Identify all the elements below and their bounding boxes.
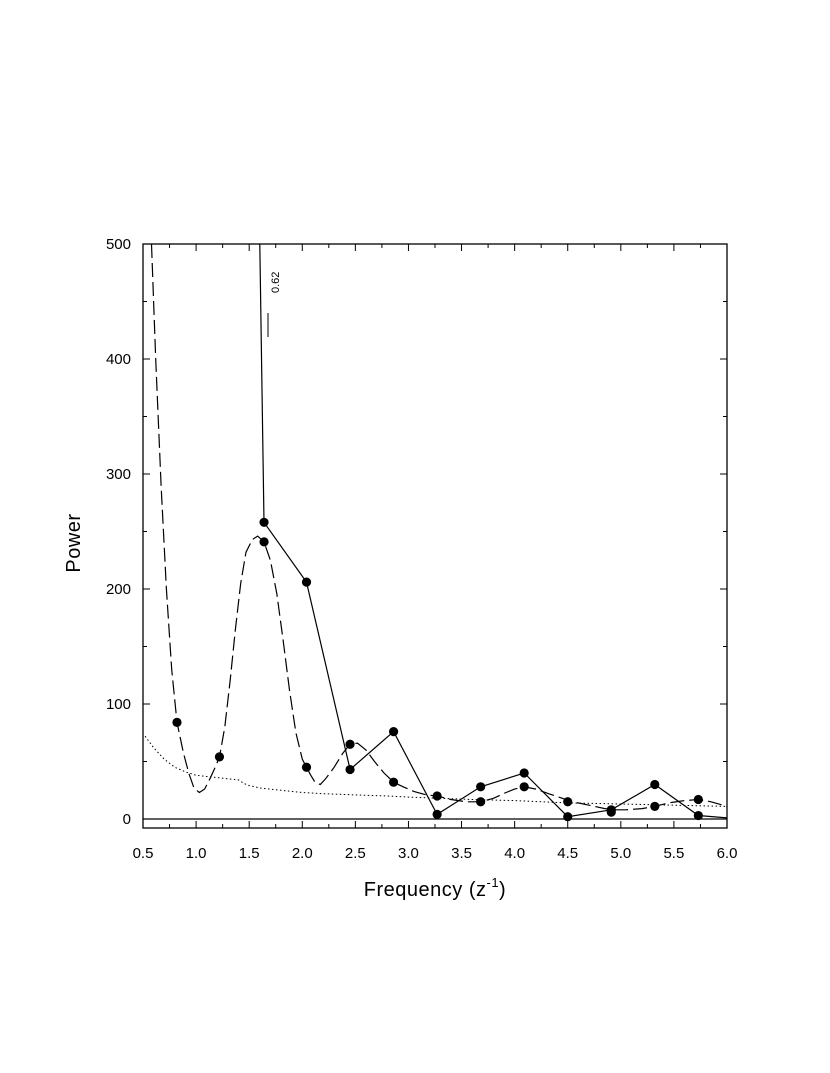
x-axis-title-main: Frequency (z [364,879,487,901]
x-tick-label: 1.0 [186,845,207,862]
x-tick-label: 4.5 [557,845,578,862]
series-solid-point [476,782,486,792]
x-axis-title-superscript: -1 [486,875,499,890]
series-dashed-point [519,782,529,792]
series-layer [144,243,728,819]
x-tick-label: 4.0 [504,845,525,862]
series-solid-point [388,727,399,737]
x-axis-title-close: ) [499,879,506,901]
x-tick-label: 3.5 [451,845,472,862]
y-tick-label: 300 [106,466,131,483]
x-tick-label: 1.5 [239,845,260,862]
annotation-label: 0.62 [270,272,282,293]
series-dashed-point [650,801,660,811]
y-tick-label: 500 [106,236,131,253]
series-dashed-point [214,752,225,762]
x-tick-label: 2.5 [345,845,366,862]
x-tick-label: 6.0 [717,845,738,862]
axis-ticks [142,243,728,828]
y-tick-labels: 0 100 200 300 400 500 [106,236,131,828]
annotation-0-62: 0.62 [267,272,282,337]
series-solid-point [345,764,355,775]
series-solid-line [259,243,728,819]
series-dashed-point [259,537,269,547]
x-tick-labels: 0.5 1.0 1.5 2.0 2.5 3.0 3.5 4.0 4.5 5.0 5.5 6.0 [133,845,738,862]
series-solid-point [650,779,660,790]
series-solid-point [693,810,703,821]
series-dashed-point [606,807,616,817]
series-dashed-point [345,739,355,749]
x-tick-label: 2.0 [292,845,313,862]
series-solid-point [563,812,573,822]
x-tick-label: 5.0 [610,845,631,862]
y-tick-label: 200 [106,581,131,598]
series-dotted-line [144,735,728,807]
x-axis-title: Frequency (z-1) [364,875,506,901]
series-solid-point [301,577,312,587]
x-tick-label: 5.5 [663,845,684,862]
series-solid-point [259,517,269,527]
series-dashed-point [693,794,703,805]
plot-frame [142,243,728,829]
series-dashed-line [150,243,728,811]
x-tick-label: 3.0 [398,845,419,862]
series-solid-point [432,809,442,820]
series-dashed-point [432,791,442,801]
series-dashed-point [476,797,486,807]
series-dashed-point [172,717,182,728]
marker-layer [172,517,703,822]
y-tick-label: 400 [106,351,131,368]
y-tick-label: 100 [106,696,131,713]
x-tick-label: 0.5 [133,845,154,862]
y-tick-label: 0 [123,811,131,828]
y-axis-title: Power [63,513,85,572]
series-dashed-point [301,762,312,772]
series-dashed-point [388,777,399,787]
series-solid-point [519,768,529,778]
series-dashed-point [563,797,573,807]
